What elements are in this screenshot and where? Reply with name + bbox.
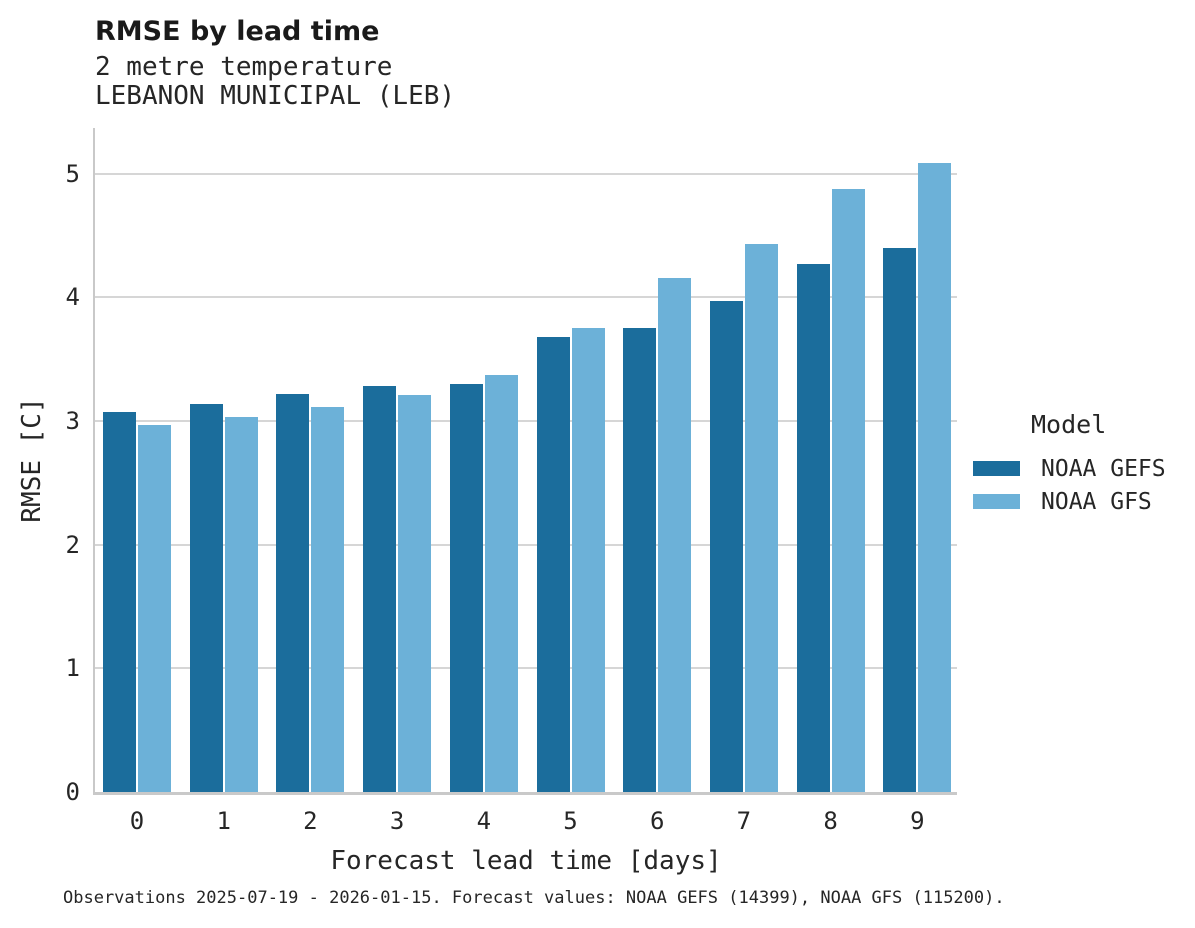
chart-subtitle-station: LEBANON MUNICIPAL (LEB) [95,81,456,111]
bar-noaa-gefs-day-8 [796,264,830,792]
y-tick-label-4: 4 [65,283,80,312]
x-tick-label-5: 5 [563,807,578,835]
y-tick-label-2: 2 [65,530,80,559]
x-axis-label: Forecast lead time [days] [330,846,722,876]
bar-noaa-gfs-day-6 [658,277,692,792]
bar-noaa-gfs-day-2 [311,407,345,792]
x-tick-label-2: 2 [303,807,318,835]
plot-area [93,128,957,795]
gridline-y-3 [95,420,957,423]
x-tick-label-0: 0 [129,807,145,835]
legend-entry-label: NOAA GEFS [1041,455,1166,482]
x-tick-label-6: 6 [649,807,665,835]
legend-entries: NOAA GEFS NOAA GFS [973,452,1166,518]
bar-noaa-gefs-day-9 [883,247,917,792]
gridline-y-1 [95,667,957,670]
legend-entry-noaa-gefs: NOAA GEFS [973,452,1166,485]
bar-noaa-gfs-day-5 [571,328,605,792]
bar-noaa-gfs-day-1 [224,417,258,792]
bar-noaa-gfs-day-8 [831,188,865,792]
bar-noaa-gefs-day-7 [709,301,743,792]
y-tick-label-3: 3 [65,407,80,436]
bar-noaa-gfs-day-9 [918,162,952,792]
legend-title: Model [1031,410,1107,439]
bar-noaa-gfs-day-3 [398,395,432,792]
bar-noaa-gefs-day-3 [363,386,397,792]
bar-noaa-gfs-day-4 [484,375,518,792]
bar-noaa-gefs-day-5 [536,336,570,792]
y-axis-label: RMSE [C] [17,397,47,523]
gridline-y-2 [95,543,957,546]
y-axis-spine [93,128,95,792]
x-tick-label-9: 9 [910,807,925,835]
legend-entry-noaa-gfs: NOAA GFS [973,485,1166,518]
bar-noaa-gefs-day-0 [103,412,136,792]
bar-noaa-gefs-day-6 [623,328,657,792]
x-axis-spine [93,792,957,795]
gridline-y-5 [95,172,957,175]
bar-noaa-gfs-day-7 [744,244,778,792]
y-tick-label-0: 0 [65,778,80,806]
x-tick-label-7: 7 [736,807,752,835]
bar-noaa-gfs-day-0 [138,424,171,792]
y-tick-label-5: 5 [65,159,80,188]
legend-swatch [973,461,1020,476]
bar-noaa-gefs-day-2 [276,393,310,792]
caption: Observations 2025-07-19 - 2026-01-15. Fo… [63,888,1005,908]
legend: Model NOAA GEFS NOAA GFS [973,410,1166,518]
gridline-y-4 [95,296,957,299]
y-tick-label-1: 1 [65,654,80,683]
x-tick-label-8: 8 [823,807,838,835]
x-tick-label-4: 4 [476,807,492,835]
x-tick-label-3: 3 [389,807,405,835]
bar-noaa-gefs-day-1 [189,403,223,792]
legend-entry-label: NOAA GFS [1041,488,1152,515]
chart-title: RMSE by lead time [95,16,380,47]
x-tick-label-1: 1 [216,807,231,835]
bar-noaa-gefs-day-4 [449,383,483,792]
chart-subtitle-variable: 2 metre temperature [95,52,393,82]
legend-swatch [973,494,1020,509]
